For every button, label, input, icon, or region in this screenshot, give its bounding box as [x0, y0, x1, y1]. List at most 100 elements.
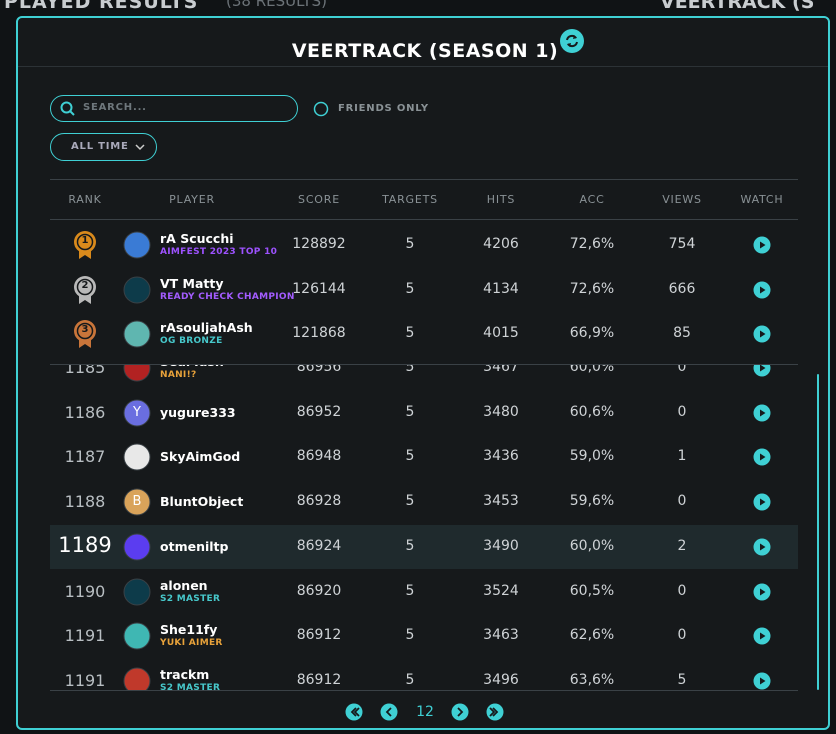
friends-checkbox[interactable]: [313, 101, 329, 117]
watch-button[interactable]: [753, 672, 771, 690]
rank: 1189: [58, 532, 112, 557]
background-title: PLAYED RESULTS: [4, 0, 199, 13]
player-name: rA Scucchi: [160, 231, 234, 246]
cell-hits: 3496: [483, 671, 519, 688]
time-filter-label: ALL TIME: [71, 141, 129, 152]
leaderboard-modal: VEERTRACK (SEASON 1) SEARCH... FRIENDS O…: [16, 16, 830, 730]
search-box[interactable]: SEARCH...: [50, 95, 298, 122]
time-filter-dropdown[interactable]: ALL TIME: [50, 133, 157, 161]
player-tag: S2 MASTER: [160, 682, 221, 690]
rank: 1186: [64, 402, 106, 422]
watch-button[interactable]: [753, 538, 771, 556]
search-icon: [60, 101, 75, 116]
cell-views: 666: [668, 280, 696, 297]
cell-targets: 5: [405, 627, 415, 644]
rank: 1187: [64, 447, 106, 467]
cell-hits: 3463: [483, 627, 519, 644]
watch-button[interactable]: [753, 236, 771, 254]
page-step-button[interactable]: [380, 703, 398, 721]
cell-views: 0: [677, 493, 687, 510]
avatar: [123, 667, 151, 690]
cell-views: 0: [677, 403, 687, 420]
leaderboard-row: 1191 She11fy YUKI AIMER 86912 5 3463 62,6% 0: [50, 614, 798, 658]
cell-views: 0: [677, 365, 687, 375]
pagination: 12: [18, 700, 828, 726]
watch-button[interactable]: [753, 325, 771, 343]
leaderboard-row: 1188 B BluntObject 86928 5 3453 59,6% 0: [50, 480, 798, 524]
watch-button[interactable]: [753, 583, 771, 601]
scrollbar[interactable]: [817, 374, 819, 690]
medal-number: 1: [81, 235, 89, 246]
medal-number: 3: [81, 324, 89, 336]
avatar: [123, 320, 151, 348]
cell-views: 5: [677, 671, 687, 688]
watch-button[interactable]: [753, 281, 771, 299]
watch-button[interactable]: [753, 365, 771, 377]
player-tag: OG BRONZE: [160, 336, 223, 347]
player-name: trackm: [160, 666, 210, 682]
cell-targets: 5: [405, 325, 415, 342]
avatar: [123, 276, 151, 304]
modal-title: VEERTRACK (SEASON 1): [291, 40, 559, 62]
cell-hits: 4206: [483, 236, 519, 252]
cell-views: 2: [677, 537, 687, 554]
cell-acc: 63,6%: [569, 671, 615, 688]
rank: 1191: [64, 670, 106, 690]
cell-views: 1: [677, 448, 687, 465]
watch-button[interactable]: [753, 404, 771, 422]
medal-icon: [74, 275, 96, 304]
column-header: RANK: [68, 193, 102, 206]
page-jump-button[interactable]: [345, 703, 363, 721]
cell-hits: 3480: [483, 403, 519, 420]
player-tag: NANI!?: [160, 370, 197, 380]
cell-acc: 60,0%: [569, 537, 615, 554]
cell-acc: 60,0%: [569, 365, 615, 375]
player-name: rAsouljahAsh: [160, 320, 253, 336]
cell-acc: 72,6%: [569, 236, 615, 252]
page-step-button[interactable]: [451, 703, 469, 721]
cell-score: 126144: [292, 280, 346, 297]
leaderboard-row: 1189 otmeniltp 86924 5 3490 60,0% 2: [50, 524, 798, 569]
avatar: [123, 443, 151, 471]
player-name: alonen: [160, 577, 208, 593]
background-count: (38 RESULTS): [226, 0, 327, 10]
player-name: VT Matty: [160, 275, 224, 291]
cell-views: 0: [677, 582, 687, 599]
player-tag: YUKI AIMER: [160, 638, 223, 649]
header-bottom-line: [50, 219, 798, 220]
avatar: [123, 399, 151, 427]
medal-number: 2: [81, 279, 89, 291]
refresh-button[interactable]: [559, 28, 585, 54]
player-name: SearTash: [160, 365, 224, 369]
cell-hits: 3436: [483, 448, 519, 465]
cell-score: 86928: [296, 493, 342, 510]
watch-button[interactable]: [753, 448, 771, 466]
player-tag: READY CHECK CHAMPION: [160, 291, 295, 302]
cell-hits: 4015: [483, 325, 519, 342]
rank: 1191: [64, 626, 106, 646]
cell-score: 86924: [296, 537, 342, 554]
column-header: VIEWS: [662, 193, 702, 206]
cell-score: 86952: [296, 403, 342, 420]
watch-button[interactable]: [753, 493, 771, 511]
avatar: [123, 533, 151, 561]
cell-score: 128892: [292, 236, 346, 252]
page-jump-button[interactable]: [486, 703, 504, 721]
avatar: [123, 231, 151, 259]
page-number: 12: [416, 704, 434, 720]
player-tag: S2 MASTER: [160, 593, 221, 604]
header-top-line: [50, 179, 798, 180]
watch-button[interactable]: [753, 627, 771, 645]
cell-acc: 62,6%: [569, 627, 615, 644]
cell-targets: 5: [405, 448, 415, 465]
cell-views: 85: [673, 325, 691, 342]
cell-acc: 60,6%: [569, 403, 615, 420]
cell-targets: 5: [405, 537, 415, 554]
column-header: SCORE: [298, 193, 340, 206]
column-header: ACC: [579, 193, 605, 206]
friends-only-label: FRIENDS ONLY: [338, 103, 429, 114]
cell-hits: 3467: [483, 365, 519, 375]
cell-hits: 3490: [483, 537, 519, 554]
cell-targets: 5: [405, 280, 415, 297]
